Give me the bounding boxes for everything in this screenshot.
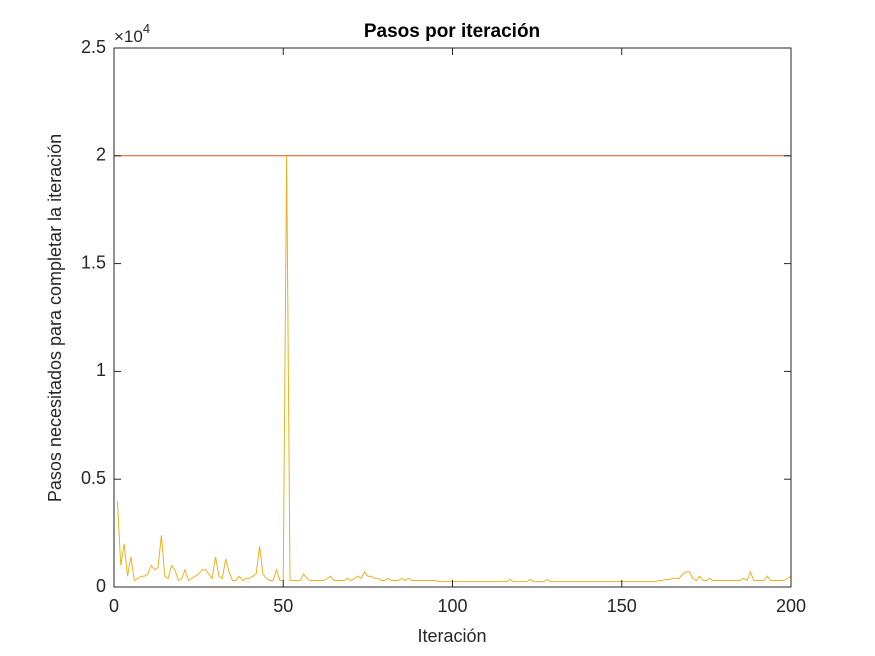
axis-multiplier: ×104 [114,21,150,46]
y-tick-label: 2.5 [81,37,106,57]
data-line [116,155,792,583]
x-tick-label: 100 [437,596,467,616]
x-tick-label: 200 [776,596,806,616]
x-axis-label: Iteración [417,626,486,646]
x-tick-label: 50 [273,596,293,616]
y-tick-label: 0 [96,576,106,596]
y-tick-label: 2 [96,145,106,165]
y-tick-label: 1 [96,360,106,380]
x-tick-label: 0 [109,596,119,616]
multiplier-base: ×10 [114,27,143,46]
y-axis-label: Pasos necesitados para completar la iter… [45,134,65,502]
y-tick-label: 0.5 [81,468,106,488]
chart-title: Pasos por iteración [364,21,540,42]
y-tick-label: 1.5 [81,252,106,272]
x-tick-label: 150 [607,596,637,616]
multiplier-exponent: 4 [143,21,150,36]
